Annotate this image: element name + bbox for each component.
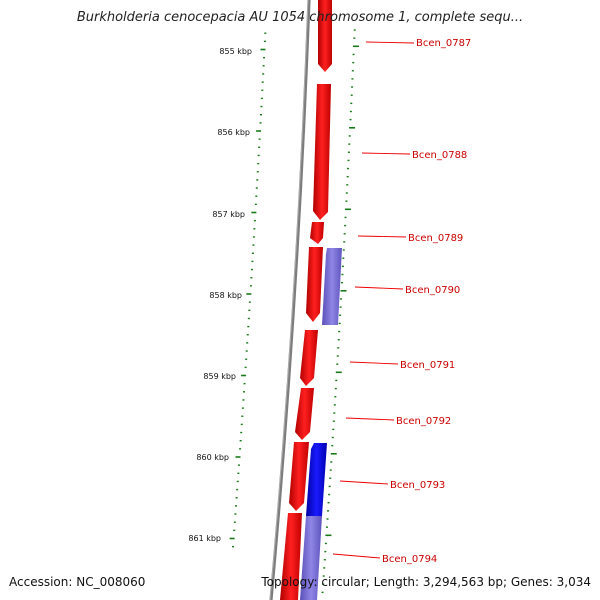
leader-line [357, 235, 407, 238]
ruler-labels: 855 kbp 856 kbp 857 kbp 858 kbp 859 kbp … [188, 47, 252, 543]
leader-line [345, 417, 395, 421]
ruler-ticks [229, 32, 267, 548]
outer-track-ticks [321, 29, 359, 594]
gene-label-bcen-0791[interactable]: Bcen_0791 [400, 360, 455, 371]
leader-line [332, 553, 381, 559]
gene-arrow-bcen-0790-fwd[interactable] [306, 247, 323, 322]
leader-line [361, 152, 411, 155]
gene-arrow-bcen-0793-fwd[interactable] [289, 442, 309, 511]
leader-line [349, 361, 399, 365]
sequence-backbone-highlight [269, 0, 309, 600]
gene-label-bcen-0789[interactable]: Bcen_0789 [408, 233, 463, 244]
leader-line [365, 41, 415, 44]
tick-label: 861 kbp [188, 534, 221, 543]
map-title: Burkholderia cenocepacia AU 1054 chromos… [76, 10, 524, 25]
gene-label-bcen-0790[interactable]: Bcen_0790 [405, 285, 460, 296]
gene-arrow-bcen-0793[interactable] [306, 443, 327, 516]
label-leaders [332, 41, 415, 559]
sequence-backbone [269, 0, 311, 600]
tick-label: 856 kbp [217, 128, 250, 137]
leader-line [339, 480, 389, 485]
gene-arrow-bcen-0790[interactable] [322, 248, 342, 325]
tick-label: 855 kbp [219, 47, 252, 56]
tick-label: 859 kbp [203, 372, 236, 381]
tick-label: 860 kbp [196, 453, 229, 462]
gene-label-bcen-0787[interactable]: Bcen_0787 [416, 38, 471, 49]
forward-strand-genes [280, 0, 332, 600]
gene-labels: Bcen_0787 Bcen_0788 Bcen_0789 Bcen_0790 … [382, 38, 471, 565]
gene-label-bcen-0788[interactable]: Bcen_0788 [412, 150, 467, 161]
gene-arrow-bcen-0792[interactable] [295, 388, 314, 440]
gene-label-bcen-0794[interactable]: Bcen_0794 [382, 554, 437, 565]
gene-arrow-bcen-0787[interactable] [318, 0, 332, 72]
gene-arrow-bcen-0794-fwd[interactable] [280, 513, 302, 600]
gene-arrow-bcen-0789[interactable] [310, 222, 324, 244]
accession-label: Accession: NC_008060 [9, 575, 146, 589]
leader-line [354, 286, 404, 290]
reverse-strand-genes [300, 248, 342, 600]
gene-arrow-bcen-0791[interactable] [300, 330, 318, 386]
gene-arrow-bcen-0788[interactable] [313, 84, 331, 220]
gene-label-bcen-0792[interactable]: Bcen_0792 [396, 416, 451, 427]
gene-arrow-bcen-0794[interactable] [300, 516, 322, 600]
gene-label-bcen-0793[interactable]: Bcen_0793 [390, 480, 445, 491]
tick-label: 858 kbp [209, 291, 242, 300]
tick-label: 857 kbp [212, 210, 245, 219]
summary-label: Topology: circular; Length: 3,294,563 bp… [261, 575, 591, 589]
